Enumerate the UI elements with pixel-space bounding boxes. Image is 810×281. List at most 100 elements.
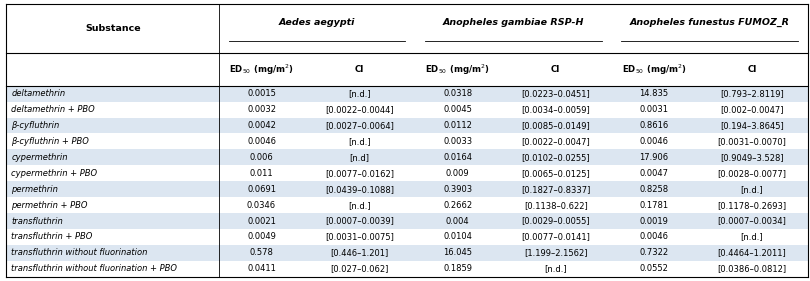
Text: 0.7322: 0.7322 xyxy=(639,248,668,257)
Text: ED$_{50}$ (mg/m$^2$): ED$_{50}$ (mg/m$^2$) xyxy=(621,62,686,77)
Text: [0.793–2.8119]: [0.793–2.8119] xyxy=(720,89,784,98)
Text: [0.0027–0.0064]: [0.0027–0.0064] xyxy=(325,121,394,130)
Bar xyxy=(6,4,808,53)
Text: [n.d.]: [n.d.] xyxy=(348,201,371,210)
Text: cypermethrin + PBO: cypermethrin + PBO xyxy=(11,169,97,178)
Text: [0.0077–0.0162]: [0.0077–0.0162] xyxy=(325,169,394,178)
Text: 0.0049: 0.0049 xyxy=(247,232,276,241)
Text: 0.0046: 0.0046 xyxy=(639,137,668,146)
Text: [0.002–0.0047]: [0.002–0.0047] xyxy=(720,105,783,114)
Bar xyxy=(6,261,808,277)
Text: 16.045: 16.045 xyxy=(443,248,472,257)
Text: permethrin + PBO: permethrin + PBO xyxy=(11,201,87,210)
Text: 0.8616: 0.8616 xyxy=(639,121,668,130)
Text: 0.0104: 0.0104 xyxy=(443,232,472,241)
Text: 0.0015: 0.0015 xyxy=(247,89,276,98)
Text: 0.0042: 0.0042 xyxy=(247,121,276,130)
Text: transfluthrin: transfluthrin xyxy=(11,217,63,226)
Text: deltamethrin + PBO: deltamethrin + PBO xyxy=(11,105,95,114)
Text: deltamethrin: deltamethrin xyxy=(11,89,66,98)
Text: [0.194–3.8645]: [0.194–3.8645] xyxy=(720,121,784,130)
Text: [0.0034–0.0059]: [0.0034–0.0059] xyxy=(522,105,590,114)
Bar xyxy=(6,197,808,213)
Bar xyxy=(6,165,808,181)
Bar xyxy=(6,117,808,133)
Text: 0.0411: 0.0411 xyxy=(247,264,276,273)
Text: 0.0031: 0.0031 xyxy=(639,105,668,114)
Text: [0.0031–0.0075]: [0.0031–0.0075] xyxy=(325,232,394,241)
Text: 0.3903: 0.3903 xyxy=(443,185,472,194)
Text: β-cyfluthrin + PBO: β-cyfluthrin + PBO xyxy=(11,137,89,146)
Bar xyxy=(6,133,808,149)
Text: ED$_{50}$ (mg/m$^2$): ED$_{50}$ (mg/m$^2$) xyxy=(425,62,490,77)
Text: 0.578: 0.578 xyxy=(249,248,274,257)
Text: [n.d.]: [n.d.] xyxy=(740,185,763,194)
Text: 0.0033: 0.0033 xyxy=(443,137,472,146)
Text: cypermethrin: cypermethrin xyxy=(11,153,68,162)
Bar xyxy=(6,229,808,245)
Text: [0.0031–0.0070]: [0.0031–0.0070] xyxy=(718,137,787,146)
Text: ED$_{50}$ (mg/m$^2$): ED$_{50}$ (mg/m$^2$) xyxy=(229,62,294,77)
Text: 0.0046: 0.0046 xyxy=(247,137,276,146)
Text: 0.1781: 0.1781 xyxy=(639,201,668,210)
Text: 0.0045: 0.0045 xyxy=(443,105,472,114)
Text: 0.006: 0.006 xyxy=(249,153,274,162)
Text: 0.0552: 0.0552 xyxy=(639,264,668,273)
Bar xyxy=(6,102,808,117)
Text: 0.2662: 0.2662 xyxy=(443,201,472,210)
Text: [0.0065–0.0125]: [0.0065–0.0125] xyxy=(522,169,590,178)
Text: Aedes aegypti: Aedes aegypti xyxy=(279,18,356,28)
Bar xyxy=(6,245,808,261)
Text: [0.0439–0.1088]: [0.0439–0.1088] xyxy=(325,185,394,194)
Text: [1.199–2.1562]: [1.199–2.1562] xyxy=(524,248,587,257)
Text: [n.d.]: [n.d.] xyxy=(348,137,371,146)
Bar xyxy=(6,149,808,165)
Text: 14.835: 14.835 xyxy=(639,89,668,98)
Text: 0.0691: 0.0691 xyxy=(247,185,276,194)
Text: 0.0046: 0.0046 xyxy=(639,232,668,241)
Text: 0.8258: 0.8258 xyxy=(639,185,668,194)
Text: 0.0019: 0.0019 xyxy=(639,217,668,226)
Text: CI: CI xyxy=(747,65,757,74)
Text: [0.0386–0.0812]: [0.0386–0.0812] xyxy=(718,264,787,273)
Text: CI: CI xyxy=(551,65,561,74)
Text: [0.0007–0.0034]: [0.0007–0.0034] xyxy=(718,217,787,226)
Text: transfluthrin + PBO: transfluthrin + PBO xyxy=(11,232,92,241)
Text: Substance: Substance xyxy=(85,24,141,33)
Text: [n.d.]: [n.d.] xyxy=(544,264,567,273)
Text: 0.0032: 0.0032 xyxy=(247,105,276,114)
Text: [0.0102–0.0255]: [0.0102–0.0255] xyxy=(522,153,590,162)
Text: Anopheles funestus FUMOZ_R: Anopheles funestus FUMOZ_R xyxy=(629,18,790,28)
Text: [0.027–0.062]: [0.027–0.062] xyxy=(330,264,389,273)
Text: [0.1827–0.8337]: [0.1827–0.8337] xyxy=(521,185,590,194)
Text: 0.009: 0.009 xyxy=(446,169,470,178)
Text: [0.1178–0.2693]: [0.1178–0.2693] xyxy=(718,201,787,210)
Text: [0.9049–3.528]: [0.9049–3.528] xyxy=(720,153,784,162)
Text: β-cyfluthrin: β-cyfluthrin xyxy=(11,121,60,130)
Text: 0.011: 0.011 xyxy=(249,169,273,178)
Text: [0.0223–0.0451]: [0.0223–0.0451] xyxy=(522,89,590,98)
Text: 0.0047: 0.0047 xyxy=(639,169,668,178)
Text: 0.004: 0.004 xyxy=(446,217,470,226)
Bar xyxy=(6,181,808,197)
Text: CI: CI xyxy=(355,65,364,74)
Text: [0.1138–0.622]: [0.1138–0.622] xyxy=(524,201,587,210)
Text: [0.0085–0.0149]: [0.0085–0.0149] xyxy=(522,121,590,130)
Bar xyxy=(6,53,808,86)
Text: 0.1859: 0.1859 xyxy=(443,264,472,273)
Text: 0.0318: 0.0318 xyxy=(443,89,472,98)
Text: 0.0021: 0.0021 xyxy=(247,217,276,226)
Text: [n.d.]: [n.d.] xyxy=(348,89,371,98)
Text: Anopheles gambiae RSP-H: Anopheles gambiae RSP-H xyxy=(442,18,584,28)
Text: [0.4464–1.2011]: [0.4464–1.2011] xyxy=(718,248,787,257)
Text: 0.0346: 0.0346 xyxy=(247,201,276,210)
Text: [n.d.]: [n.d.] xyxy=(740,232,763,241)
Text: [0.0029–0.0055]: [0.0029–0.0055] xyxy=(522,217,590,226)
Text: 0.0112: 0.0112 xyxy=(443,121,472,130)
Text: 17.906: 17.906 xyxy=(639,153,668,162)
Text: [n.d]: [n.d] xyxy=(350,153,369,162)
Text: [0.0077–0.0141]: [0.0077–0.0141] xyxy=(522,232,590,241)
Text: [0.0007–0.0039]: [0.0007–0.0039] xyxy=(325,217,394,226)
Text: [0.0028–0.0077]: [0.0028–0.0077] xyxy=(718,169,787,178)
Text: 0.0164: 0.0164 xyxy=(443,153,472,162)
